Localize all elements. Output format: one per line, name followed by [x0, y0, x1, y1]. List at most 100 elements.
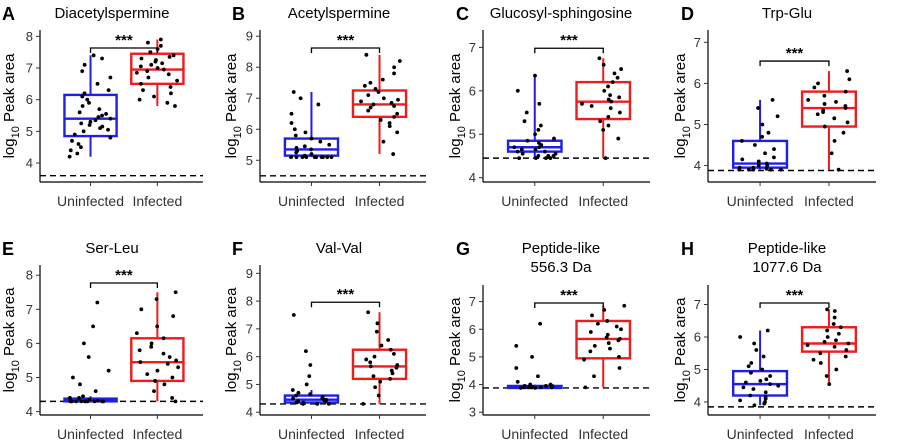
data-point — [289, 155, 293, 160]
data-point — [161, 67, 166, 72]
data-point — [824, 374, 829, 378]
data-point — [548, 382, 553, 387]
data-point — [67, 154, 72, 159]
data-point — [87, 397, 92, 402]
data-point — [325, 155, 330, 160]
data-point — [519, 147, 524, 152]
data-point — [160, 61, 165, 66]
data-point — [71, 375, 75, 380]
data-point — [372, 354, 377, 359]
data-point — [536, 374, 540, 379]
data-point — [397, 59, 402, 63]
data-point — [373, 87, 378, 91]
y-axis-label: log10 Peak area — [447, 53, 468, 158]
box-uninfected — [283, 313, 340, 406]
data-point — [616, 136, 621, 141]
data-point — [294, 393, 299, 398]
data-point — [766, 130, 771, 135]
data-point — [806, 97, 811, 102]
data-point — [77, 396, 81, 400]
data-point — [749, 370, 753, 375]
data-point — [743, 380, 748, 385]
data-point — [514, 366, 519, 370]
x-tick-label: Infected — [132, 193, 182, 209]
panel-letter: E — [2, 239, 14, 259]
data-point — [538, 321, 543, 326]
data-point — [138, 64, 143, 69]
panel-e: E Ser-Leu log10 Peak area 4 5 6 7 8 Uninfected In… — [1, 239, 203, 442]
data-point — [822, 93, 827, 98]
data-point — [770, 97, 775, 102]
data-point — [843, 104, 848, 108]
data-point — [825, 307, 830, 312]
data-point — [832, 315, 837, 320]
data-point — [741, 385, 746, 390]
significance-bracket — [310, 47, 381, 53]
data-point — [106, 127, 110, 132]
data-point — [315, 401, 320, 406]
y-tick-label: 7 — [469, 40, 476, 55]
data-point — [366, 310, 371, 315]
data-point — [80, 69, 85, 74]
data-point — [836, 331, 841, 336]
data-point — [93, 389, 98, 394]
data-point — [395, 111, 400, 116]
y-axis-label: log10 Peak area — [672, 297, 693, 402]
data-point — [368, 360, 373, 365]
data-point — [772, 147, 776, 152]
panel-title: Val-Val — [316, 240, 362, 257]
data-point — [106, 368, 111, 373]
data-point — [765, 328, 770, 333]
data-point — [304, 382, 309, 387]
significance-label: *** — [786, 45, 804, 62]
data-point — [387, 121, 392, 125]
data-point — [149, 62, 154, 67]
data-point — [738, 398, 743, 403]
data-point — [592, 374, 596, 379]
panel-title: Peptide-like — [522, 240, 600, 257]
data-point — [582, 357, 586, 362]
data-point — [751, 165, 756, 170]
data-point — [108, 135, 113, 140]
data-point — [166, 72, 171, 77]
data-point — [79, 399, 84, 404]
data-point — [296, 390, 301, 395]
data-point — [522, 119, 527, 124]
data-point — [392, 104, 396, 108]
data-point — [775, 114, 780, 119]
data-point — [389, 368, 394, 373]
data-point — [326, 401, 331, 406]
box-infected — [800, 69, 858, 172]
box-iqr — [63, 93, 118, 138]
data-point — [296, 399, 300, 404]
data-point — [149, 341, 154, 346]
data-point — [533, 73, 537, 78]
data-point — [601, 127, 606, 132]
data-point — [845, 120, 850, 125]
data-point — [737, 165, 742, 170]
data-point — [603, 156, 608, 161]
box-uninfected — [506, 73, 563, 161]
data-point — [77, 110, 82, 115]
data-point — [174, 358, 179, 363]
data-point — [533, 156, 538, 161]
data-point — [588, 330, 593, 334]
panel-title: Ser-Leu — [85, 240, 138, 257]
data-point — [386, 338, 391, 342]
data-point — [763, 400, 767, 404]
y-tick-label: 7 — [694, 35, 701, 50]
data-point — [619, 67, 623, 71]
box-infected — [800, 307, 858, 387]
data-point — [155, 66, 160, 70]
data-point — [760, 367, 765, 372]
data-point — [154, 58, 158, 62]
data-point — [291, 90, 296, 94]
y-tick-label: 7 — [26, 302, 33, 317]
data-point — [536, 154, 541, 158]
data-point — [82, 62, 87, 67]
data-point — [589, 104, 594, 108]
data-point — [95, 300, 100, 305]
data-point — [776, 383, 781, 388]
data-point — [92, 399, 97, 404]
data-point — [320, 395, 325, 399]
